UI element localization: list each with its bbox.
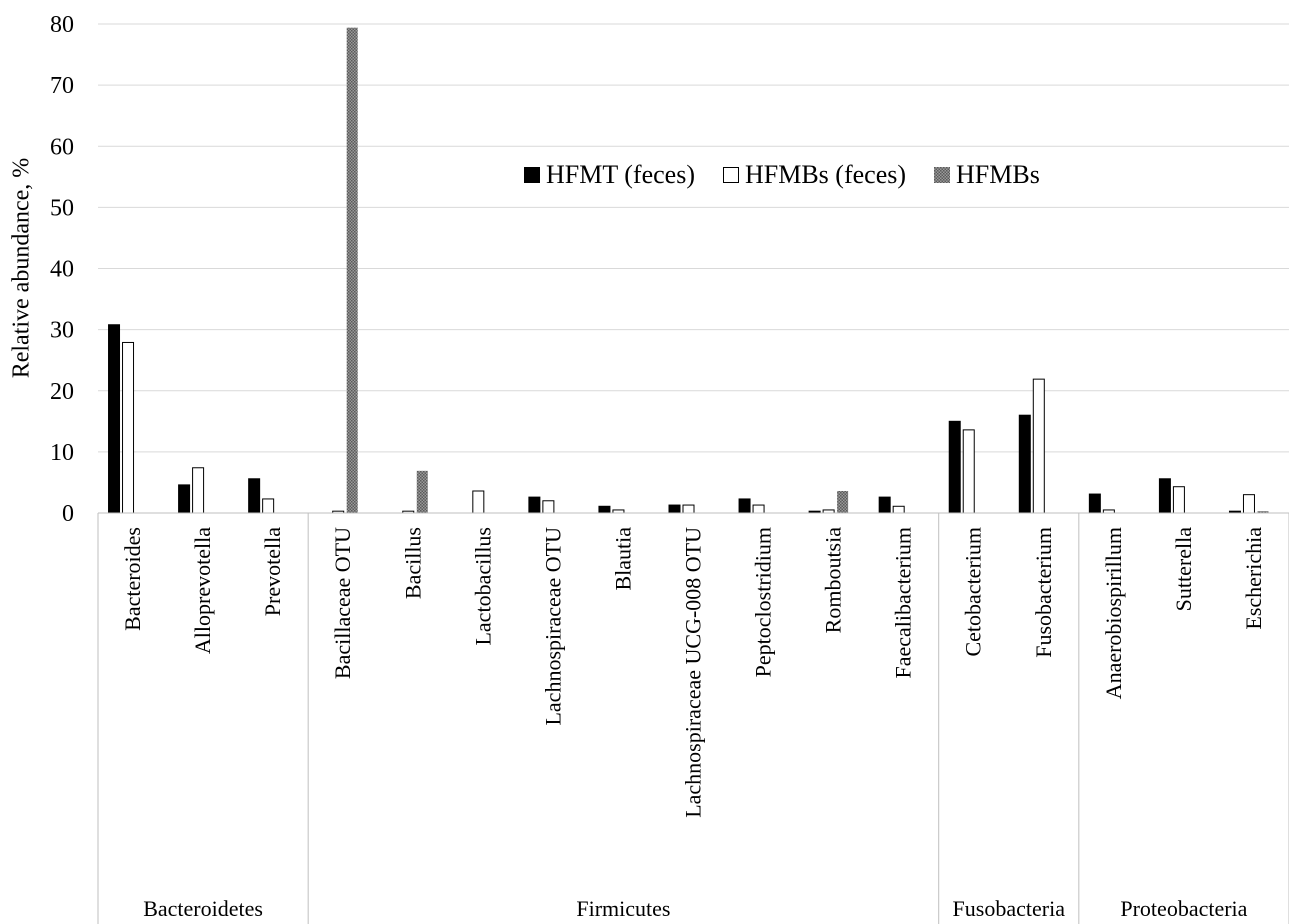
x-tick-label: Romboutsia — [821, 527, 846, 634]
x-tick-label: Bacillus — [400, 527, 425, 599]
y-tick-label: 50 — [50, 195, 74, 221]
bar — [948, 420, 961, 514]
y-tick-label: 70 — [50, 73, 74, 99]
bar — [472, 490, 485, 514]
bar — [122, 341, 135, 514]
bar — [1242, 494, 1255, 514]
group-label: Bacteroidetes — [143, 896, 263, 921]
bar — [837, 490, 849, 513]
legend-item-hfmbs-feces: HFMBs (feces) — [722, 160, 907, 190]
bar — [892, 505, 905, 514]
legend-item-hfmbs: HFMBs — [934, 160, 1040, 190]
y-tick-label: 80 — [50, 12, 74, 38]
x-tick-label: Alloprevotella — [190, 527, 215, 654]
bar — [192, 467, 205, 514]
x-tick-label: Lachnospiraceae UCG-008 OTU — [681, 527, 706, 818]
bars — [108, 27, 1269, 514]
x-category-labels: Bacteroides Alloprevotella Prevotella Bacil… — [120, 527, 1266, 818]
gridlines — [98, 23, 1289, 453]
bar — [416, 470, 428, 513]
bar — [1032, 378, 1045, 514]
x-tick-label: Lachnospiraceae OTU — [540, 527, 565, 726]
x-tick-label: Cetobacterium — [961, 527, 986, 657]
x-tick-label: Fusobacterium — [1031, 527, 1056, 658]
y-tick-label: 0 — [62, 501, 74, 527]
bar — [878, 496, 891, 514]
x-tick-label: Bacteroides — [120, 527, 145, 631]
legend-swatch-hfmbs-feces — [722, 167, 739, 183]
y-axis-ticks: 0 10 20 30 40 50 60 70 80 — [50, 12, 74, 527]
y-axis-label: Relative abundance, % — [8, 157, 35, 379]
bar — [1088, 493, 1101, 514]
y-tick-label: 40 — [50, 257, 74, 283]
x-tick-label: Blautia — [610, 527, 635, 591]
group-label: Firmicutes — [576, 896, 670, 921]
bar — [346, 27, 358, 513]
y-tick-label: 20 — [50, 379, 74, 405]
bar — [738, 498, 751, 514]
bar — [262, 498, 275, 514]
bar — [1158, 478, 1171, 514]
bar — [598, 505, 611, 514]
y-tick-label: 10 — [50, 440, 74, 466]
bar — [108, 324, 121, 514]
x-tick-label: Peptoclostridium — [751, 527, 776, 677]
group-label: Fusobacteria — [953, 896, 1066, 921]
legend-label-hfmt-feces: HFMT (feces) — [546, 160, 695, 189]
x-tick-label: Escherichia — [1241, 527, 1266, 630]
x-tick-label: Lactobacillus — [470, 527, 495, 646]
bar — [1172, 486, 1185, 514]
bar — [752, 504, 765, 514]
bar — [962, 429, 975, 514]
x-tick-label: Sutterella — [1171, 527, 1196, 612]
bar — [248, 478, 261, 514]
x-tick-label: Anaerobiospirillum — [1101, 527, 1126, 699]
legend-label-hfmbs: HFMBs — [956, 160, 1040, 189]
bar — [528, 496, 541, 514]
y-tick-label: 60 — [50, 134, 74, 160]
bar — [1018, 414, 1031, 514]
bar — [668, 504, 681, 514]
x-tick-label: Faecalibacterium — [891, 527, 916, 678]
bar — [1257, 511, 1269, 513]
bar — [542, 500, 555, 514]
legend-swatch-hfmt-feces — [524, 167, 540, 183]
x-tick-label: Bacillaceae OTU — [330, 527, 355, 679]
bar — [682, 504, 695, 514]
group-label: Proteobacteria — [1120, 896, 1247, 921]
legend-label-hfmbs-feces: HFMBs (feces) — [744, 160, 907, 189]
legend: HFMT (feces) HFMBs (feces) HFMBs — [524, 160, 1040, 190]
phylum-groups: Bacteroidetes Firmicutes Fusobacteria Prote… — [97, 513, 1289, 924]
legend-item-hfmt-feces: HFMT (feces) — [524, 160, 695, 190]
y-tick-label: 30 — [50, 318, 74, 344]
legend-swatch-hfmbs — [934, 167, 951, 183]
bar — [178, 484, 191, 514]
x-tick-label: Prevotella — [260, 527, 285, 616]
